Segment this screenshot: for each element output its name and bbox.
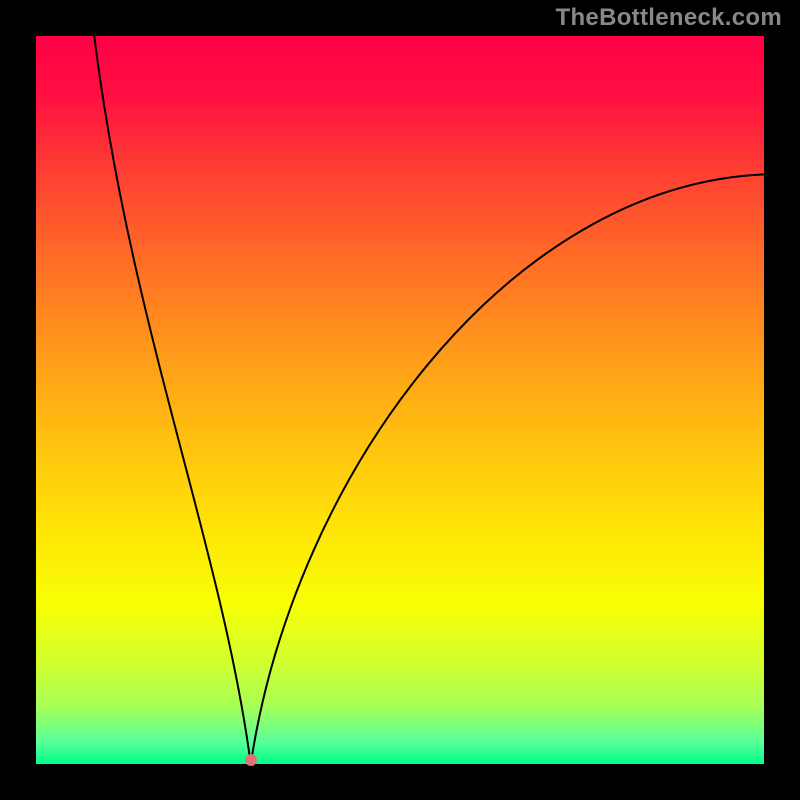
- plot-area: [36, 36, 764, 764]
- chart-stage: TheBottleneck.com: [0, 0, 800, 800]
- optimal-point-marker: [245, 754, 257, 766]
- watermark-text: TheBottleneck.com: [556, 4, 782, 32]
- gradient-background: [36, 36, 764, 764]
